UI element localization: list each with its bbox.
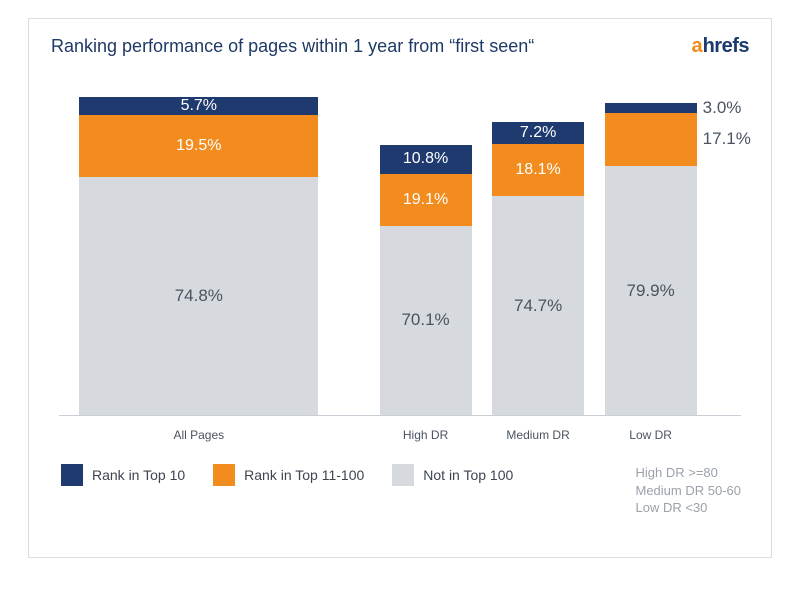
segment-value-label: 19.5% — [176, 137, 221, 155]
segment-value-label: 70.1% — [401, 310, 449, 330]
legend-item-not100: Not in Top 100 — [392, 464, 513, 486]
legend-item-top10: Rank in Top 10 — [61, 464, 185, 486]
segment-value-label: 79.9% — [627, 281, 675, 301]
segment-value-label: 17.1% — [697, 129, 751, 149]
segment-top11_100: 17.1% — [605, 113, 697, 166]
legend-text: Rank in Top 10 — [92, 467, 185, 483]
segment-value-label: 19.1% — [403, 191, 448, 209]
segment-value-label: 5.7% — [181, 97, 217, 115]
segment-value-label: 18.1% — [515, 161, 560, 179]
segment-top10: 5.7% — [79, 97, 318, 115]
bar-high: 70.1% 19.1% 10.8% — [380, 145, 472, 415]
segment-not100: 74.7% — [492, 196, 584, 415]
segment-value-label: 10.8% — [403, 150, 448, 168]
chart-header: Ranking performance of pages within 1 ye… — [29, 19, 771, 72]
segment-value-label: 7.2% — [520, 124, 556, 142]
bar-low: 79.9% 17.1%3.0% — [605, 103, 697, 415]
segment-top10: 7.2% — [492, 122, 584, 143]
footnote-line: Low DR <30 — [636, 499, 742, 517]
legend-swatch — [392, 464, 414, 486]
segment-top11_100: 19.1% — [380, 174, 472, 226]
segment-top10: 3.0% — [605, 103, 697, 112]
chart-plot: 74.8%19.5%5.7%70.1%19.1%10.8%74.7%18.1%7… — [59, 97, 741, 416]
legend-item-top11_100: Rank in Top 11-100 — [213, 464, 364, 486]
segment-top10: 10.8% — [380, 145, 472, 174]
x-label-high: High DR — [403, 428, 448, 442]
logo-letter-a: a — [691, 35, 702, 58]
chart-area: 74.8%19.5%5.7%70.1%19.1%10.8%74.7%18.1%7… — [59, 97, 741, 442]
segment-not100: 74.8% — [79, 177, 318, 415]
chart-card: Ranking performance of pages within 1 ye… — [28, 18, 772, 558]
legend-items: Rank in Top 10 Rank in Top 11-100 Not in T… — [61, 464, 616, 486]
bar-all: 74.8% 19.5% 5.7% — [79, 97, 318, 415]
legend-text: Not in Top 100 — [423, 467, 513, 483]
segment-top11_100: 19.5% — [79, 115, 318, 177]
footnote-line: High DR >=80 — [636, 464, 742, 482]
logo-rest: hrefs — [703, 35, 749, 58]
legend-swatch — [213, 464, 235, 486]
legend-row: Rank in Top 10 Rank in Top 11-100 Not in T… — [61, 464, 741, 517]
segment-value-label: 74.8% — [175, 286, 223, 306]
x-label-all: All Pages — [173, 428, 224, 442]
segment-top11_100: 18.1% — [492, 144, 584, 197]
chart-title: Ranking performance of pages within 1 ye… — [51, 36, 534, 57]
x-axis-labels: All Pages High DR Medium DR Low DR — [59, 418, 741, 442]
segment-not100: 79.9% — [605, 166, 697, 415]
legend-text: Rank in Top 11-100 — [244, 467, 364, 483]
segment-value-label: 3.0% — [697, 98, 742, 118]
bar-medium: 74.7% 18.1% 7.2% — [492, 122, 584, 415]
x-label-low: Low DR — [629, 428, 672, 442]
segment-value-label: 74.7% — [514, 296, 562, 316]
ahrefs-logo: ahrefs — [691, 35, 749, 58]
x-label-medium: Medium DR — [506, 428, 569, 442]
legend-footnotes: High DR >=80Medium DR 50-60Low DR <30 — [636, 464, 742, 517]
legend-swatch — [61, 464, 83, 486]
footnote-line: Medium DR 50-60 — [636, 482, 742, 500]
segment-not100: 70.1% — [380, 226, 472, 415]
